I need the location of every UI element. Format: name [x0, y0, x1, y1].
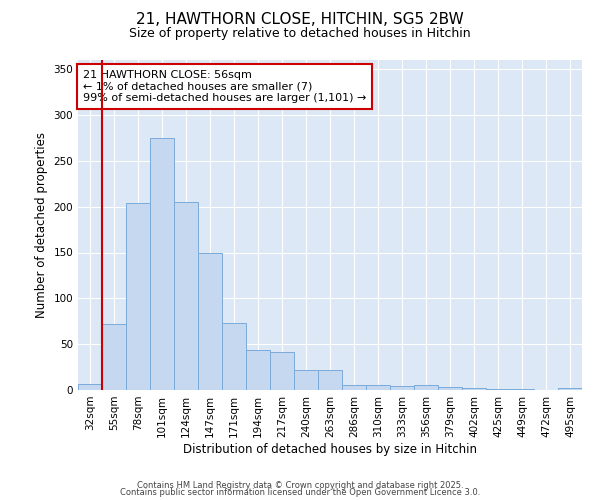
Bar [390, 386, 414, 390]
Bar [462, 388, 486, 390]
Bar [294, 370, 318, 390]
Bar [318, 370, 342, 390]
Bar [342, 384, 366, 390]
Bar [198, 254, 222, 390]
Bar [414, 386, 438, 390]
Text: 21, HAWTHORN CLOSE, HITCHIN, SG5 2BW: 21, HAWTHORN CLOSE, HITCHIN, SG5 2BW [136, 12, 464, 28]
Bar [366, 386, 390, 390]
Bar [222, 323, 246, 390]
Y-axis label: Number of detached properties: Number of detached properties [35, 132, 48, 318]
Bar [174, 202, 198, 390]
Bar [510, 389, 534, 390]
Bar [78, 384, 102, 390]
Bar [102, 324, 126, 390]
Text: Contains HM Land Registry data © Crown copyright and database right 2025.: Contains HM Land Registry data © Crown c… [137, 480, 463, 490]
Bar [558, 388, 582, 390]
Bar [486, 389, 510, 390]
Bar [438, 387, 462, 390]
Text: Size of property relative to detached houses in Hitchin: Size of property relative to detached ho… [129, 28, 471, 40]
Bar [270, 352, 294, 390]
Bar [126, 203, 150, 390]
Text: 21 HAWTHORN CLOSE: 56sqm
← 1% of detached houses are smaller (7)
99% of semi-det: 21 HAWTHORN CLOSE: 56sqm ← 1% of detache… [83, 70, 367, 103]
Text: Contains public sector information licensed under the Open Government Licence 3.: Contains public sector information licen… [120, 488, 480, 497]
X-axis label: Distribution of detached houses by size in Hitchin: Distribution of detached houses by size … [183, 442, 477, 456]
Bar [246, 350, 270, 390]
Bar [150, 138, 174, 390]
